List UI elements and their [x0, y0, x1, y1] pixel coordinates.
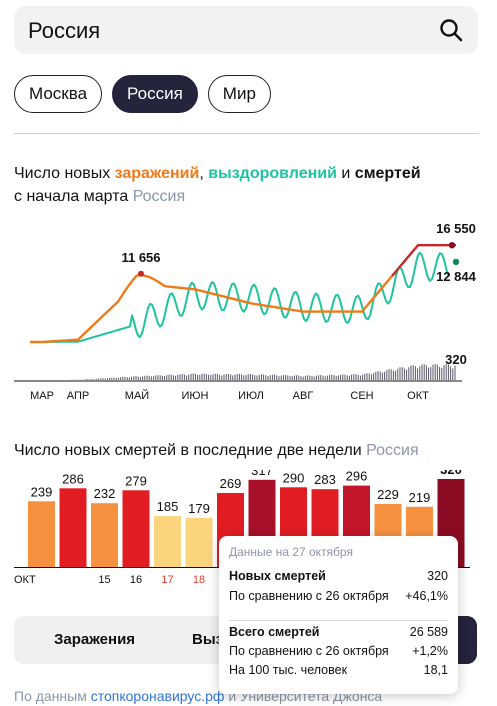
infections-last-dot: [448, 242, 456, 249]
tooltip-compare1-value: +46,1%: [405, 589, 448, 603]
last-infections-label: 16 550: [436, 221, 476, 236]
bar-value-label: 219: [409, 490, 431, 505]
bar-value-label: 232: [94, 486, 116, 501]
tooltip-row-total: Всего смертей 26 589: [229, 625, 448, 639]
region-pill-russia[interactable]: Россия: [112, 75, 198, 113]
x-tick-label: МАР: [30, 390, 54, 402]
bar-chart-title: Число новых смертей в последние две неде…: [14, 442, 419, 460]
divider: [14, 133, 479, 134]
bar[interactable]: [28, 501, 55, 567]
bar-x-tick-label: ОКТ: [14, 574, 36, 586]
source-link-stopcorona[interactable]: стопкоронавирус.рф: [90, 688, 225, 704]
bar-chart-title-text: Число новых смертей в последние две неде…: [14, 442, 362, 459]
tooltip-row-compare1: По сравнению с 26 октября +46,1%: [229, 589, 448, 603]
search-input[interactable]: Россия: [28, 18, 101, 43]
tooltip-total-label: Всего смертей: [229, 625, 320, 639]
tooltip-total-value: 26 589: [409, 625, 448, 639]
bar-value-label: 179: [188, 501, 210, 516]
tooltip-divider: [229, 620, 448, 621]
bar-value-label: 283: [314, 472, 336, 487]
x-tick-label: АВГ: [293, 390, 314, 402]
tooltip-compare2-label: По сравнению с 26 октября: [229, 644, 389, 658]
x-axis-ticks: МАР АПР МАЙ ИЮН ИЮЛ АВГ СЕН ОКТ: [30, 389, 429, 402]
infections-line: [30, 273, 393, 344]
source-prefix: По данным: [14, 688, 91, 704]
deaths-series: [69, 364, 456, 380]
last-recoveries-label: 12 844: [436, 269, 477, 284]
search-icon[interactable]: [438, 17, 464, 43]
bar-x-tick-label: 16: [130, 574, 142, 586]
bar-value-label: 317: [251, 470, 273, 478]
title-region: Россия: [132, 188, 186, 205]
bar[interactable]: [59, 488, 87, 567]
bar-value-label: 239: [31, 484, 53, 499]
title-deaths: смертей: [354, 165, 421, 182]
x-tick-label: СЕН: [350, 390, 373, 402]
tab-recoveries[interactable]: Выз: [192, 631, 224, 648]
bar-value-label: 296: [346, 470, 368, 484]
source-middle: и: [224, 688, 241, 704]
bar-value-label: 269: [220, 476, 242, 491]
bar-value-label: 279: [125, 473, 147, 488]
infections-line-tail: [391, 244, 456, 277]
bar-value-label: 185: [157, 499, 179, 514]
bar[interactable]: [91, 503, 118, 567]
tooltip-per100k-value: 18,1: [423, 663, 448, 677]
search-bar[interactable]: Россия: [14, 6, 478, 54]
region-pill-moscow[interactable]: Москва: [14, 75, 103, 113]
main-line-chart: 11 656 16 550 12 844 320 МАР АПР МАЙ ИЮН ИЮЛ…: [14, 221, 477, 402]
bar-value-label: 320: [440, 470, 462, 477]
recoveries-last-dot: [452, 258, 460, 266]
x-tick-label: ОКТ: [407, 390, 429, 402]
title-infections: заражений: [114, 165, 200, 182]
bar[interactable]: [185, 517, 213, 567]
last-deaths-label: 320: [445, 352, 467, 367]
tooltip-new-deaths-label: Новых смертей: [229, 569, 326, 583]
x-tick-label: МАЙ: [125, 389, 149, 402]
bar-value-label: 286: [62, 471, 84, 486]
tooltip-compare1-label: По сравнению с 26 октября: [229, 589, 389, 603]
tooltip-row-per100k: На 100 тыс. человек 18,1: [229, 663, 448, 677]
data-tooltip: Данные на 27 октября Новых смертей 320 П…: [219, 536, 458, 694]
recoveries-line: [30, 251, 449, 343]
tooltip-new-deaths-value: 320: [427, 569, 448, 583]
tooltip-row-compare2: По сравнению с 26 октября +1,2%: [229, 644, 448, 658]
region-pill-world[interactable]: Мир: [207, 75, 271, 113]
bar-x-tick-label: 18: [193, 574, 205, 586]
title-recoveries: выздоровлений: [208, 165, 337, 182]
x-tick-label: ИЮЛ: [238, 390, 264, 402]
bar-x-tick-label: 17: [161, 574, 173, 586]
bar-value-label: 229: [377, 487, 399, 502]
main-chart-title: Число новых заражений, выздоровлений и с…: [14, 162, 484, 208]
bar-x-ticks: ОКТ1516171819: [14, 574, 237, 586]
title-line2: с начала марта: [14, 188, 129, 205]
bar-value-label: 290: [283, 470, 305, 485]
tooltip-row-new-deaths: Новых смертей 320: [229, 569, 448, 583]
x-tick-label: ИЮН: [182, 390, 209, 402]
tooltip-compare2-value: +1,2%: [412, 644, 448, 658]
bar-chart-region: Россия: [366, 442, 419, 459]
tab-infections[interactable]: Заражения: [54, 631, 136, 648]
title-prefix: Число новых: [14, 165, 115, 182]
bar-x-tick-label: 15: [98, 574, 110, 586]
x-tick-label: АПР: [67, 390, 89, 402]
peak-infections-label: 11 656: [121, 250, 160, 265]
bar[interactable]: [122, 490, 150, 567]
title-and: и: [336, 165, 355, 182]
tooltip-per100k-label: На 100 тыс. человек: [229, 663, 348, 677]
bar[interactable]: [154, 516, 181, 567]
infections-peak-dot: [138, 270, 144, 277]
title-comma: ,: [199, 165, 209, 182]
region-selector: Москва Россия Мир: [14, 75, 271, 113]
tooltip-date: Данные на 27 октября: [229, 545, 353, 559]
